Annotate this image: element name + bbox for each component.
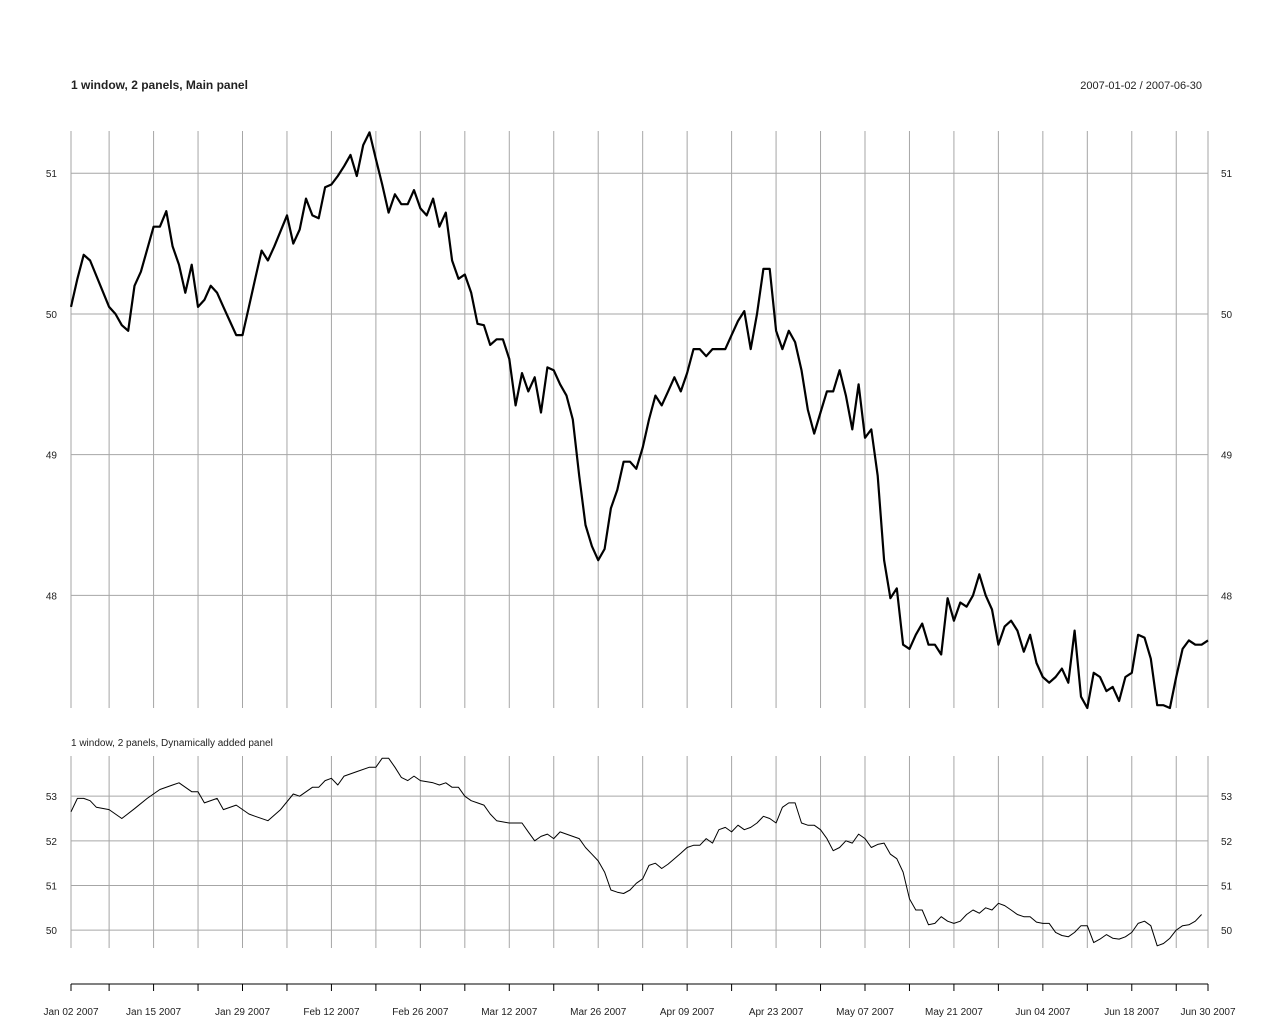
main-ytick-left: 48 [46, 591, 58, 602]
sub-y-axis: 50 50 51 51 52 52 53 53 [46, 792, 1233, 937]
sub-ytick-left: 53 [46, 792, 58, 803]
main-ytick-right: 49 [1221, 451, 1233, 462]
sub-panel: 1 window, 2 panels, Dynamically added pa… [46, 738, 1233, 948]
x-tick-label: Mar 12 2007 [481, 1007, 538, 1018]
x-tick-label: Jun 18 2007 [1104, 1007, 1159, 1018]
sub-ytick-left: 52 [46, 837, 58, 848]
sub-ytick-left: 50 [46, 926, 58, 937]
sub-ytick-right: 52 [1221, 837, 1233, 848]
main-ytick-right: 50 [1221, 310, 1233, 321]
main-series-line [69, 131, 1209, 710]
date-range-label: 2007-01-02 / 2007-06-30 [1080, 80, 1202, 92]
x-tick-label: Feb 12 2007 [303, 1007, 360, 1018]
main-ytick-left: 51 [46, 169, 58, 180]
main-panel-title: 1 window, 2 panels, Main panel [71, 78, 248, 92]
main-ytick-right: 51 [1221, 169, 1233, 180]
x-tick-label: May 07 2007 [836, 1007, 894, 1018]
sub-ytick-right: 50 [1221, 926, 1233, 937]
sub-grid [70, 756, 1209, 948]
main-ytick-left: 49 [46, 451, 58, 462]
main-panel: 1 window, 2 panels, Main panel 2007-01-0… [46, 78, 1233, 710]
x-tick-label: Jun 30 2007 [1180, 1007, 1235, 1018]
sub-ytick-right: 53 [1221, 792, 1233, 803]
sub-ytick-left: 51 [46, 881, 58, 892]
main-y-axis: 48 48 49 49 50 50 51 51 [46, 169, 1233, 602]
sub-panel-title: 1 window, 2 panels, Dynamically added pa… [71, 738, 273, 749]
main-ytick-left: 50 [46, 310, 58, 321]
x-tick-label: Apr 09 2007 [660, 1007, 715, 1018]
x-tick-label: Jan 15 2007 [126, 1007, 181, 1018]
main-ytick-right: 48 [1221, 591, 1233, 602]
x-tick-label: Feb 26 2007 [392, 1007, 449, 1018]
sub-series-line [70, 757, 1202, 947]
x-axis: Jan 02 2007 Jan 15 2007 Jan 29 2007 Feb 12 … [43, 983, 1236, 1018]
x-tick-label: May 21 2007 [925, 1007, 983, 1018]
x-tick-label: Mar 26 2007 [570, 1007, 627, 1018]
main-grid [70, 131, 1209, 708]
sub-ytick-right: 51 [1221, 881, 1233, 892]
x-tick-label: Apr 23 2007 [749, 1007, 804, 1018]
x-tick-label: Jan 29 2007 [215, 1007, 270, 1018]
x-tick-label: Jun 04 2007 [1015, 1007, 1070, 1018]
x-tick-label: Jan 02 2007 [43, 1007, 98, 1018]
